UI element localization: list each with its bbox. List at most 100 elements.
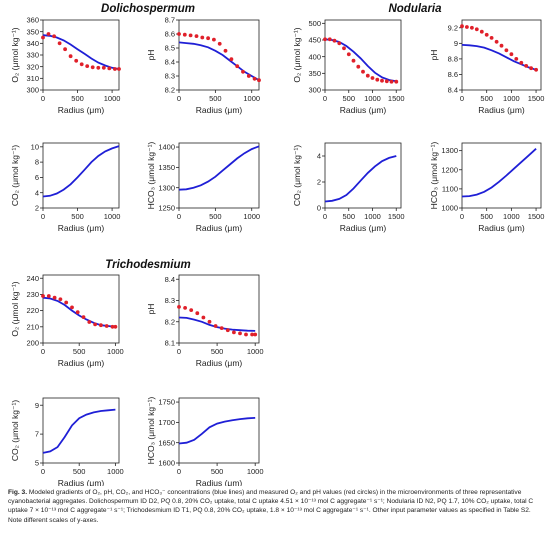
measured-point <box>74 58 79 63</box>
y-axis-label: O₂ (μmol kg⁻¹) <box>10 27 20 82</box>
panel-t-ph: 0 500 1000 8.1 8.2 8.3 8.4 Radius (μm) pH <box>146 274 264 368</box>
measured-point <box>57 41 62 46</box>
measured-point <box>189 308 194 312</box>
x-axis-label: Radius (μm) <box>58 358 105 368</box>
measured-point <box>177 305 181 309</box>
plot-frame <box>178 19 260 91</box>
measured-point <box>206 36 211 41</box>
measured-point <box>241 69 245 74</box>
y-tick-label: 8.3 <box>165 296 175 305</box>
measured-point <box>465 25 469 29</box>
y-axis-label: pH <box>429 50 439 61</box>
model-line <box>461 148 537 198</box>
x-tick-label: 500 <box>209 212 222 221</box>
model-line <box>178 145 260 191</box>
measured-point <box>79 62 84 67</box>
y-tick-label: 300 <box>26 86 39 95</box>
model-line <box>178 417 256 445</box>
measured-point <box>52 295 57 300</box>
plot-frame <box>42 19 120 91</box>
plot-frame <box>178 274 260 344</box>
x-tick-label: 1500 <box>528 212 545 221</box>
plot-frame <box>42 397 120 464</box>
section-title-nodularia: Nodularia <box>388 3 442 15</box>
measured-point <box>183 306 188 310</box>
plot-frame <box>324 19 402 91</box>
x-tick-label: 0 <box>460 212 464 221</box>
y-tick-label: 8.7 <box>165 16 175 25</box>
x-tick-label: 500 <box>211 467 224 476</box>
measured-point <box>250 332 255 337</box>
measured-point <box>217 41 222 46</box>
x-tick-label: 500 <box>73 467 86 476</box>
measured-point <box>232 330 236 335</box>
measured-point <box>223 48 228 53</box>
x-axis-label: Radius (μm) <box>58 105 105 115</box>
measured-point <box>63 47 67 52</box>
x-tick-label: 1000 <box>364 212 381 221</box>
y-tick-label: 8.4 <box>165 58 175 67</box>
measured-point <box>252 76 257 81</box>
plot-frame <box>42 274 120 344</box>
measured-point <box>244 332 248 337</box>
x-axis-label: Radius (μm) <box>196 358 243 368</box>
measured-point <box>188 33 193 38</box>
measured-point <box>85 64 90 68</box>
x-tick-label: 0 <box>177 94 181 103</box>
section-title-trichodesmium: Trichodesmium <box>105 259 190 271</box>
x-axis-label: Radius (μm) <box>478 105 525 115</box>
x-axis-label: Radius (μm) <box>58 223 105 233</box>
measured-point <box>87 320 92 324</box>
y-tick-label: 1000 <box>441 204 458 213</box>
x-tick-label: 1000 <box>107 467 124 476</box>
x-axis-label: Radius (μm) <box>340 105 387 115</box>
x-axis-label: Radius (μm) <box>196 223 243 233</box>
x-tick-label: 500 <box>480 94 493 103</box>
measured-point <box>104 324 109 328</box>
measured-point <box>365 73 370 78</box>
y-tick-label: 240 <box>26 274 39 283</box>
measured-point <box>195 311 200 316</box>
measured-point <box>107 66 112 71</box>
y-tick-label: 8.5 <box>165 44 175 53</box>
plot-frame <box>324 142 402 209</box>
x-axis-label: Radius (μm) <box>58 478 105 486</box>
x-tick-label: 0 <box>460 94 464 103</box>
x-tick-label: 1500 <box>388 212 405 221</box>
plot-frame <box>42 142 120 209</box>
x-tick-label: 500 <box>73 347 86 356</box>
x-tick-label: 1000 <box>247 347 264 356</box>
measured-point <box>177 32 181 36</box>
y-tick-label: 350 <box>308 69 321 78</box>
measured-point <box>337 41 342 46</box>
measured-point <box>201 315 206 320</box>
model-line <box>461 44 537 71</box>
x-tick-label: 1000 <box>243 94 260 103</box>
y-tick-label: 5 <box>35 459 39 468</box>
y-tick-label: 1200 <box>441 165 458 174</box>
measured-point <box>394 79 399 84</box>
measured-point <box>370 76 375 80</box>
panel-d-hco3: 0 500 1000 1250 1300 1350 1400 Radius (μm) HCO₃ … <box>146 142 260 233</box>
model-line <box>178 41 260 81</box>
y-axis-label: pH <box>146 50 156 61</box>
caption-label: Fig. 3. <box>8 489 28 496</box>
x-tick-label: 0 <box>41 212 45 221</box>
measured-point <box>70 305 74 310</box>
measured-point <box>225 328 230 333</box>
measured-point <box>213 324 218 328</box>
x-tick-label: 0 <box>41 94 45 103</box>
measured-point <box>460 24 464 29</box>
y-tick-label: 1250 <box>158 204 175 213</box>
measured-point <box>519 60 524 65</box>
measured-point <box>499 43 504 48</box>
x-tick-label: 0 <box>177 212 181 221</box>
y-tick-label: 6 <box>35 173 39 182</box>
measured-point <box>529 66 533 71</box>
y-tick-label: 300 <box>308 86 321 95</box>
y-tick-label: 8.1 <box>165 339 175 348</box>
x-tick-label: 1000 <box>503 94 520 103</box>
measured-point <box>484 32 489 37</box>
measured-point <box>238 331 242 336</box>
measured-point <box>524 64 529 68</box>
